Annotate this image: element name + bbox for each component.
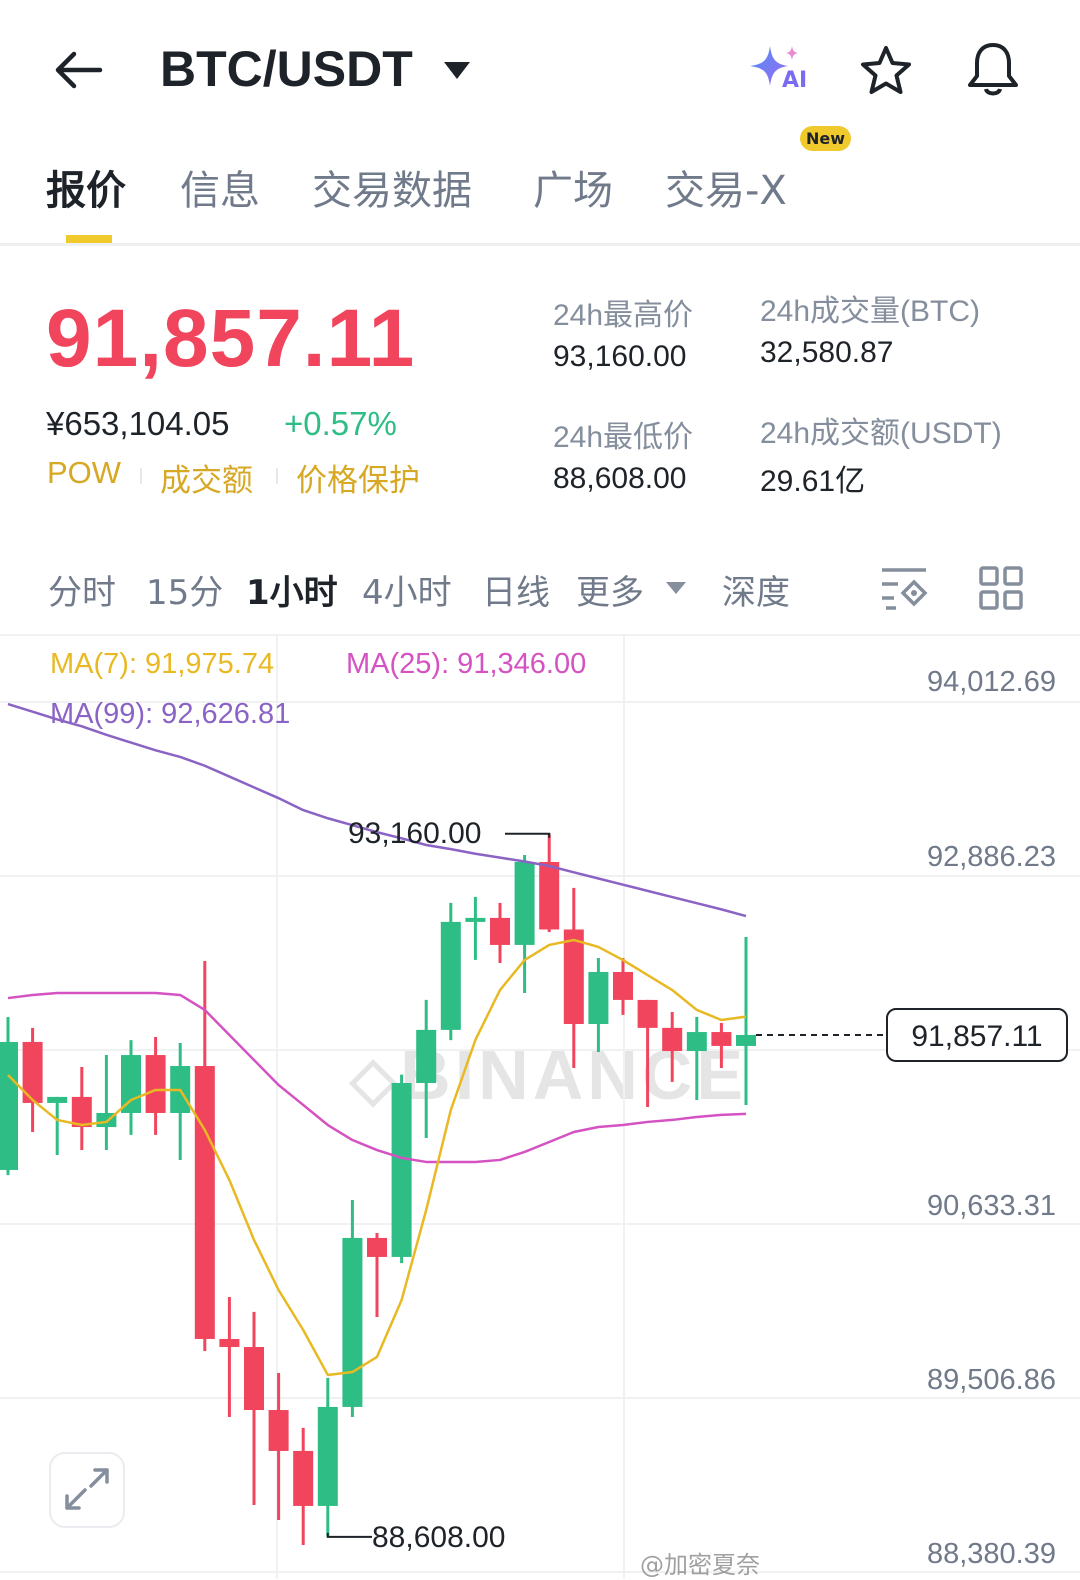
indicator-settings-button[interactable]	[880, 566, 930, 612]
candle-up	[317, 1406, 338, 1506]
ma25-label: MA(25): 91,346.00	[346, 648, 587, 680]
candle-up	[686, 1032, 707, 1052]
ma99-label: MA(99): 92,626.81	[50, 698, 291, 730]
high-24h-value: 93,160.00	[553, 340, 687, 373]
ma99-line	[7, 702, 747, 918]
low-24h-label: 24h最低价	[553, 421, 694, 454]
candle-up	[736, 1034, 756, 1046]
high-24h-label: 24h最高价	[553, 299, 694, 332]
high-marker-line	[505, 832, 551, 838]
candle-down	[637, 999, 658, 1028]
ma7-line	[7, 938, 747, 1377]
y-tick-label: 88,380.39	[926, 1538, 1056, 1570]
tag-separator	[276, 468, 278, 484]
alert-button[interactable]	[964, 40, 1022, 100]
price-change-percent: +0.57%	[284, 405, 397, 442]
candle-up	[342, 1237, 363, 1407]
ai-sparkle-icon	[750, 46, 798, 86]
ma7-label: MA(7): 91,975.74	[50, 648, 275, 680]
divider	[0, 634, 1080, 636]
candle-down	[563, 929, 584, 1025]
ai-button[interactable]: AI	[748, 42, 810, 98]
tab-square[interactable]: 广场	[533, 168, 613, 214]
candle-down	[711, 1032, 732, 1046]
interval-15m[interactable]: 15分	[146, 573, 224, 613]
candle-down	[268, 1410, 289, 1451]
candlestick-chart[interactable]	[0, 636, 1080, 1579]
tab-info[interactable]: 信息	[180, 168, 260, 214]
expand-icon	[65, 1468, 109, 1510]
candle-down	[613, 971, 633, 1000]
y-tick-label: 89,506.86	[926, 1364, 1056, 1396]
low-24h-value: 88,608.00	[553, 462, 687, 495]
back-button[interactable]	[50, 45, 106, 95]
tag-separator	[140, 468, 142, 484]
layout-grid-icon	[979, 566, 1023, 610]
y-tick-label: 92,886.23	[926, 841, 1056, 873]
interval-timeline[interactable]: 分时	[48, 573, 116, 613]
candle-up	[465, 917, 486, 922]
layout-grid-button[interactable]	[978, 565, 1024, 611]
interval-1d[interactable]: 日线	[482, 573, 550, 613]
back-arrow-icon	[55, 51, 103, 89]
candle-down	[490, 917, 510, 945]
more-caret-icon[interactable]	[666, 582, 686, 594]
y-tick-label: 90,633.31	[926, 1190, 1056, 1222]
last-price: 91,857.11	[46, 293, 416, 384]
candle-up	[514, 861, 535, 945]
tab-trade-x[interactable]: 交易-X	[665, 168, 787, 214]
candle-down	[662, 1027, 683, 1052]
ma25-line	[7, 991, 747, 1164]
tab-quote[interactable]: 报价	[46, 168, 126, 214]
y-tick-label: 94,012.69	[926, 666, 1056, 698]
current-price-tag[interactable]: 91,857.11	[886, 1008, 1068, 1062]
tab-trading-data[interactable]: 交易数据	[312, 168, 472, 214]
volume-btc-label: 24h成交量(BTC)	[760, 295, 981, 328]
pair-title[interactable]: BTC/USDT	[160, 41, 413, 97]
favorite-button[interactable]	[858, 44, 914, 98]
candle-down	[539, 861, 560, 930]
tag-pow[interactable]: POW	[47, 455, 122, 490]
candle-down	[194, 1066, 215, 1339]
interval-more[interactable]: 更多	[576, 573, 644, 613]
low-marker-label: 88,608.00	[372, 1521, 506, 1554]
candle-down	[145, 1055, 166, 1113]
tab-bar: 报价 信息 交易数据 广场 交易-X	[0, 150, 1080, 242]
candle-down	[244, 1346, 264, 1411]
indicator-settings-icon	[882, 568, 928, 610]
candle-up	[416, 1029, 437, 1084]
candle-up	[0, 1041, 18, 1170]
ai-label: AI	[782, 68, 808, 93]
volume-usdt-value: 29.61亿	[760, 465, 866, 498]
active-tab-indicator	[66, 235, 112, 243]
candle-up	[47, 1096, 68, 1103]
credit-watermark: @加密夏奈	[640, 1551, 760, 1579]
candle-down	[22, 1041, 43, 1103]
candle-down	[293, 1450, 314, 1506]
interval-4h[interactable]: 4小时	[362, 573, 452, 613]
candle-down	[367, 1237, 387, 1257]
cny-price: ¥653,104.05	[46, 405, 230, 442]
depth-tab[interactable]: 深度	[722, 573, 790, 613]
divider	[0, 243, 1080, 246]
candle-down	[219, 1338, 240, 1347]
candle-up	[121, 1055, 141, 1113]
pair-dropdown-caret-icon[interactable]	[444, 62, 470, 79]
candle-up	[588, 971, 609, 1025]
volume-btc-value: 32,580.87	[760, 336, 894, 369]
candle-down	[71, 1096, 92, 1128]
volume-usdt-label: 24h成交额(USDT)	[760, 417, 1002, 450]
candle-up	[440, 921, 461, 1030]
fullscreen-button[interactable]	[49, 1452, 125, 1528]
high-marker-label: 93,160.00	[348, 817, 482, 850]
candle-up	[391, 1083, 412, 1257]
star-icon	[861, 46, 911, 94]
low-marker-line	[326, 1532, 372, 1538]
interval-1h[interactable]: 1小时	[246, 573, 338, 613]
tag-price-protection[interactable]: 价格保护	[296, 463, 420, 498]
bell-icon	[968, 43, 1018, 96]
tag-volume[interactable]: 成交额	[160, 463, 253, 498]
new-badge: New	[800, 126, 852, 151]
